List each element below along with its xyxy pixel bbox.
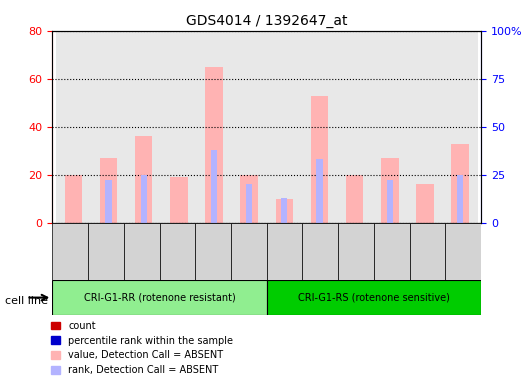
Bar (311, 96, 328, 223)
Bar (232, 31, 267, 223)
Bar (372, 31, 407, 223)
Bar (135, 136, 153, 223)
Bar (281, 198, 288, 223)
Bar (91, 31, 126, 223)
Legend: count, percentile rank within the sample, value, Detection Call = ABSENT, rank, : count, percentile rank within the sample… (47, 317, 237, 379)
FancyBboxPatch shape (195, 223, 231, 280)
Bar (170, 177, 188, 223)
Bar (65, 175, 82, 223)
Bar (197, 31, 232, 223)
FancyBboxPatch shape (124, 223, 160, 280)
FancyBboxPatch shape (302, 223, 338, 280)
Bar (246, 184, 252, 223)
Bar (241, 175, 258, 223)
Text: cell line: cell line (5, 296, 48, 306)
Bar (211, 150, 217, 223)
Bar (302, 31, 337, 223)
Title: GDS4014 / 1392647_at: GDS4014 / 1392647_at (186, 14, 347, 28)
Bar (276, 199, 293, 223)
Bar (316, 159, 323, 223)
Bar (346, 175, 363, 223)
Bar (442, 31, 477, 223)
FancyBboxPatch shape (160, 223, 195, 280)
Bar (451, 144, 469, 223)
FancyBboxPatch shape (338, 223, 374, 280)
Text: CRI-G1-RR (rotenone resistant): CRI-G1-RR (rotenone resistant) (84, 293, 235, 303)
Bar (337, 31, 372, 223)
FancyBboxPatch shape (267, 223, 302, 280)
Bar (386, 180, 393, 223)
FancyBboxPatch shape (374, 223, 410, 280)
FancyBboxPatch shape (410, 223, 446, 280)
Bar (161, 31, 197, 223)
Bar (126, 31, 161, 223)
Bar (416, 184, 434, 223)
Bar (205, 67, 223, 223)
Bar (457, 175, 463, 223)
FancyBboxPatch shape (267, 280, 481, 315)
Bar (141, 175, 147, 223)
FancyBboxPatch shape (231, 223, 267, 280)
Bar (100, 158, 117, 223)
FancyBboxPatch shape (88, 223, 124, 280)
FancyBboxPatch shape (446, 223, 481, 280)
Bar (56, 31, 91, 223)
Bar (267, 31, 302, 223)
FancyBboxPatch shape (52, 223, 88, 280)
Bar (407, 31, 442, 223)
Bar (381, 158, 399, 223)
Text: CRI-G1-RS (rotenone sensitive): CRI-G1-RS (rotenone sensitive) (298, 293, 450, 303)
Bar (105, 180, 112, 223)
FancyBboxPatch shape (52, 280, 267, 315)
